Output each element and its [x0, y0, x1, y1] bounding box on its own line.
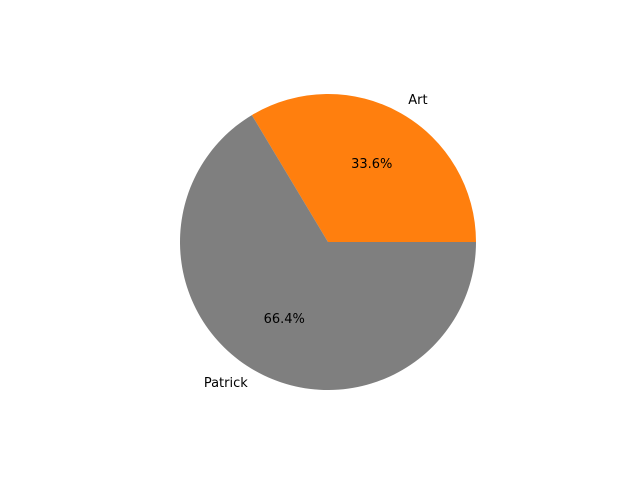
slice-label-art: Art — [408, 93, 427, 108]
pie-slice-patrick — [180, 115, 476, 390]
pie-slice-art — [251, 93, 476, 243]
slice-percent-art: 33.6% — [351, 157, 392, 172]
slices-layer — [180, 93, 476, 390]
slice-label-patrick: Patrick — [204, 376, 248, 391]
slice-percent-patrick: 66.4% — [264, 312, 305, 327]
labels-layer: Art 33.6% Patrick 66.4% — [204, 93, 428, 391]
